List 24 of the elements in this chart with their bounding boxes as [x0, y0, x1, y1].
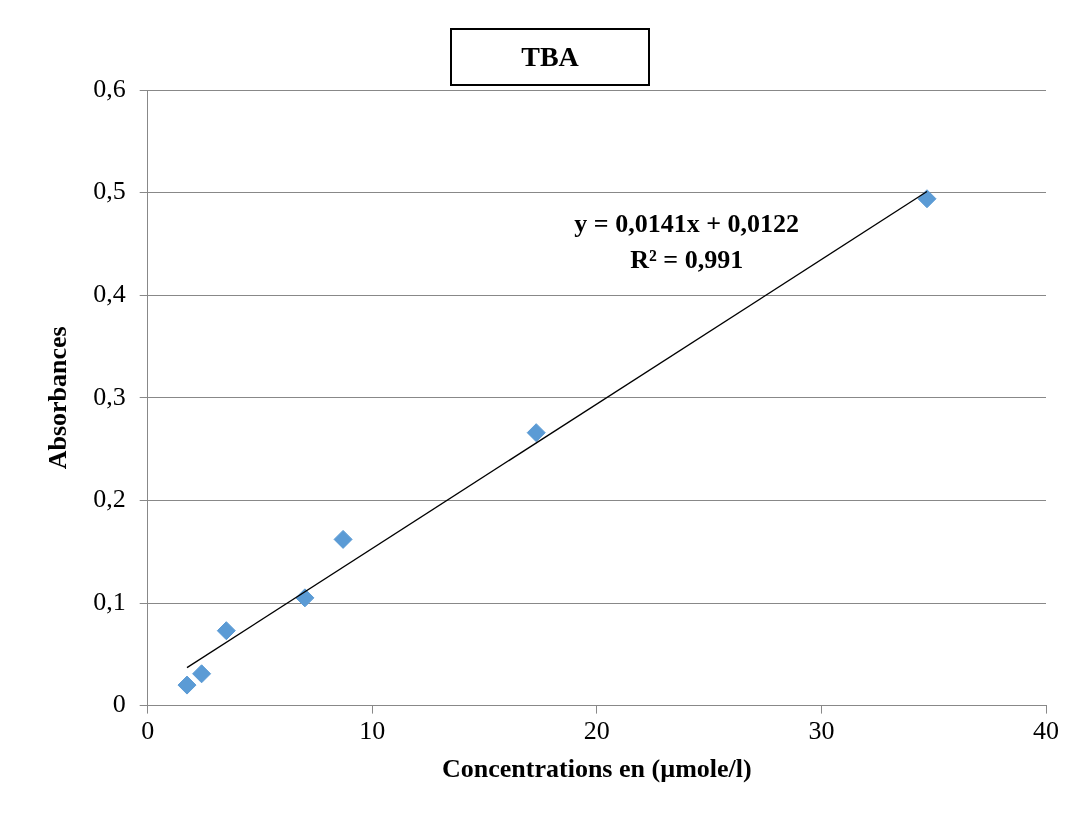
point — [526, 423, 546, 443]
y-tick-label: 0,1 — [93, 586, 126, 616]
annotation: R² = 0,991 — [630, 244, 744, 274]
point — [917, 189, 937, 209]
y-tick-label: 0 — [112, 689, 126, 719]
point — [177, 675, 197, 695]
point — [333, 529, 353, 549]
x-tick-label: 40 — [1033, 716, 1059, 746]
point — [216, 621, 236, 641]
chart-title: TBA — [450, 28, 650, 86]
y-axis-title: Absorbances — [43, 326, 73, 470]
x-tick-label: 0 — [141, 716, 155, 746]
point — [295, 588, 315, 608]
x-tick-label: 30 — [808, 716, 835, 746]
x-tick-label: 20 — [583, 716, 610, 746]
y-tick-label: 0,3 — [93, 381, 126, 411]
x-axis-title: Concentrations en (µmole/l) — [442, 754, 752, 784]
y-tick-label: 0,6 — [93, 73, 126, 103]
y-tick-label: 0,2 — [93, 484, 126, 514]
y-tick-label: 0,4 — [93, 279, 126, 309]
y-tick-label: 0,5 — [93, 176, 126, 206]
annotation: y = 0,0141x + 0,0122 — [574, 208, 799, 238]
x-tick-label: 10 — [359, 716, 386, 746]
point — [192, 664, 212, 684]
